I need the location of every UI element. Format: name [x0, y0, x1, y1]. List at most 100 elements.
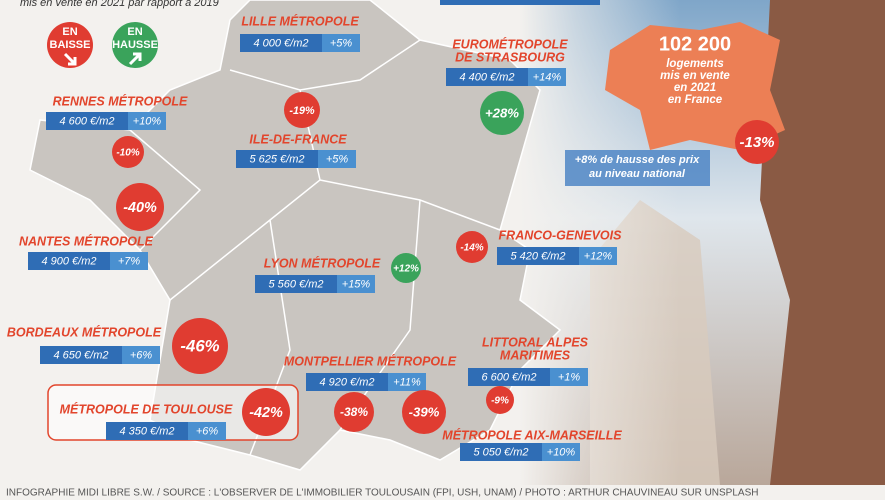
legend-text: HAUSSE: [112, 39, 158, 51]
change-box: [188, 422, 226, 440]
region-name: DE STRASBOURG: [455, 50, 565, 64]
region-price: 4 900 €/m2: [41, 255, 96, 267]
region-price: 4 400 €/m2: [459, 71, 514, 83]
trend-circle: [402, 390, 446, 434]
region-price: 4 920 €/m2: [319, 376, 374, 388]
trend-circle: [284, 92, 320, 128]
region-name: LYON MÉTROPOLE: [264, 255, 381, 270]
change-box: [528, 68, 566, 86]
region-trend: -10%: [116, 148, 139, 159]
france-shape: [605, 22, 785, 150]
price-box: [46, 112, 128, 130]
region-price: 4 650 €/m2: [53, 349, 108, 361]
national-prices: +8% de hausse des prix: [575, 154, 700, 166]
region-trend: +28%: [485, 105, 519, 120]
change-box: [128, 112, 166, 130]
national-trend-circle: [735, 120, 779, 164]
region-price: 4 600 €/m2: [59, 115, 114, 127]
region-price: 4 000 €/m2: [253, 37, 308, 49]
trend-circle: [172, 318, 228, 374]
region-change: +6%: [130, 349, 153, 361]
national-prices-box: [565, 150, 710, 186]
region-name: MONTPELLIER MÉTROPOLE: [284, 353, 457, 368]
price-box: [460, 443, 542, 461]
region-trend: -42%: [249, 405, 283, 421]
trend-circle: [112, 136, 144, 168]
region-change: +14%: [533, 71, 562, 83]
intro: mis en vente en 2021 par rapport à 2019: [20, 0, 219, 9]
region-change: +7%: [118, 255, 141, 267]
national-text: logements: [666, 58, 724, 70]
national-text: en France: [668, 94, 723, 106]
legend-text: EN: [127, 26, 142, 38]
legend-text: BAISSE: [50, 39, 91, 51]
region-price: 4 350 €/m2: [119, 425, 174, 437]
region-change: +10%: [547, 446, 576, 458]
region-trend: -38%: [340, 405, 368, 419]
region-trend: -14%: [460, 243, 483, 254]
region-name: BORDEAUX MÉTROPOLE: [7, 324, 162, 339]
region-change: +11%: [393, 376, 421, 388]
change-box: [122, 346, 160, 364]
region-trend: -40%: [123, 200, 157, 216]
region-change: +15%: [342, 278, 371, 290]
trend-circle: [456, 231, 488, 263]
trend-circle: [391, 253, 421, 283]
national-count: 102 200: [659, 33, 731, 55]
national-trend: -13%: [739, 134, 774, 151]
price-box: [236, 150, 318, 168]
price-box: [446, 68, 528, 86]
region-trend: +12%: [393, 264, 419, 275]
trend-circle: [242, 388, 290, 436]
region-trend: -46%: [180, 336, 219, 355]
price-box: [40, 346, 122, 364]
trend-circle: [116, 183, 164, 231]
region-name: MÉTROPOLE AIX-MARSEILLE: [442, 427, 622, 442]
region-price: 5 420 €/m2: [510, 250, 565, 262]
region-borders: [129, 39, 501, 456]
region-name: EUROMÉTROPOLE: [452, 36, 568, 51]
change-box: [579, 247, 617, 265]
legend-arrow: [128, 52, 142, 66]
building: [760, 0, 885, 485]
region-name: LITTORAL ALPES: [482, 335, 589, 349]
region-name: MÉTROPOLE DE TOULOUSE: [60, 401, 233, 416]
trend-circle: [480, 91, 524, 135]
footer: [0, 485, 885, 500]
region-price: 5 625 €/m2: [249, 153, 304, 165]
region-name: ILE-DE-FRANCE: [249, 132, 347, 146]
trend-circle: [334, 392, 374, 432]
change-box: [337, 275, 375, 293]
region-trend: -9%: [491, 396, 509, 407]
region-name: RENNES MÉTROPOLE: [53, 93, 188, 108]
legend-badge: [112, 22, 158, 68]
change-box: [550, 368, 588, 386]
region-trend: -19%: [289, 105, 315, 117]
region-change: +1%: [558, 371, 581, 383]
change-box: [318, 150, 356, 168]
region-change: +10%: [133, 115, 162, 127]
price-box: [255, 275, 337, 293]
price-box: [306, 373, 388, 391]
region-change: +6%: [196, 425, 219, 437]
top-bar: [440, 0, 600, 5]
price-box: [28, 252, 110, 270]
region-name: FRANCO-GENEVOIS: [499, 228, 623, 242]
price-box: [468, 368, 550, 386]
region-trend: -39%: [409, 404, 440, 419]
change-box: [542, 443, 580, 461]
region-price: 5 560 €/m2: [268, 278, 323, 290]
region-price: 6 600 €/m2: [481, 371, 536, 383]
price-box: [106, 422, 188, 440]
trend-circle: [486, 386, 514, 414]
legend-badge: [47, 22, 93, 68]
change-box: [110, 252, 148, 270]
region-name: MARITIMES: [500, 348, 571, 362]
credit: INFOGRAPHIE MIDI LIBRE S.W. / SOURCE : L…: [6, 488, 758, 499]
region-name: NANTES MÉTROPOLE: [19, 233, 154, 248]
region-price: 5 050 €/m2: [473, 446, 528, 458]
price-box: [497, 247, 579, 265]
region-change: +5%: [330, 37, 353, 49]
change-box: [322, 34, 360, 52]
